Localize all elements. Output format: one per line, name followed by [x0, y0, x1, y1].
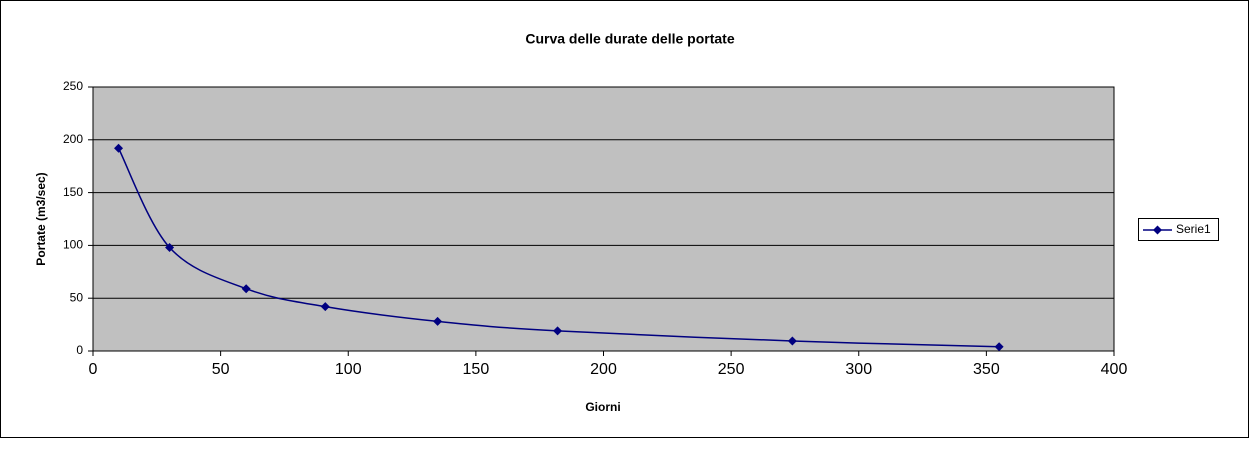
y-tick-label: 50	[70, 290, 84, 304]
data-point	[114, 143, 124, 153]
legend-label: Serie1	[1176, 222, 1211, 236]
data-point	[994, 342, 1004, 352]
x-tick-label: 250	[718, 361, 745, 378]
data-point	[787, 336, 797, 346]
y-tick-label: 0	[76, 343, 83, 357]
plot-area	[92, 86, 1115, 352]
chart-title: Curva delle durate delle portate	[525, 31, 734, 47]
legend-box	[1138, 218, 1219, 241]
x-axis-label: Giorni	[585, 400, 620, 414]
x-tick-label: 400	[1101, 361, 1128, 378]
data-point	[165, 243, 175, 253]
x-tick-label: 0	[89, 361, 98, 378]
data-point	[433, 316, 443, 326]
y-axis-label: Portate (m3/sec)	[34, 172, 48, 265]
y-tick-label: 100	[63, 238, 83, 252]
x-tick-label: 300	[845, 361, 872, 378]
data-point	[241, 284, 251, 294]
data-point	[553, 326, 563, 336]
x-tick-label: 350	[973, 361, 1000, 378]
x-tick-label: 200	[590, 361, 617, 378]
y-tick-label: 250	[63, 79, 83, 93]
x-tick-label: 100	[335, 361, 362, 378]
data-point	[320, 302, 330, 312]
legend-marker	[1153, 225, 1162, 235]
x-tick-label: 50	[212, 361, 230, 378]
x-tick-label: 150	[463, 361, 490, 378]
y-tick-label: 200	[63, 132, 83, 146]
y-tick-label: 150	[63, 185, 83, 199]
